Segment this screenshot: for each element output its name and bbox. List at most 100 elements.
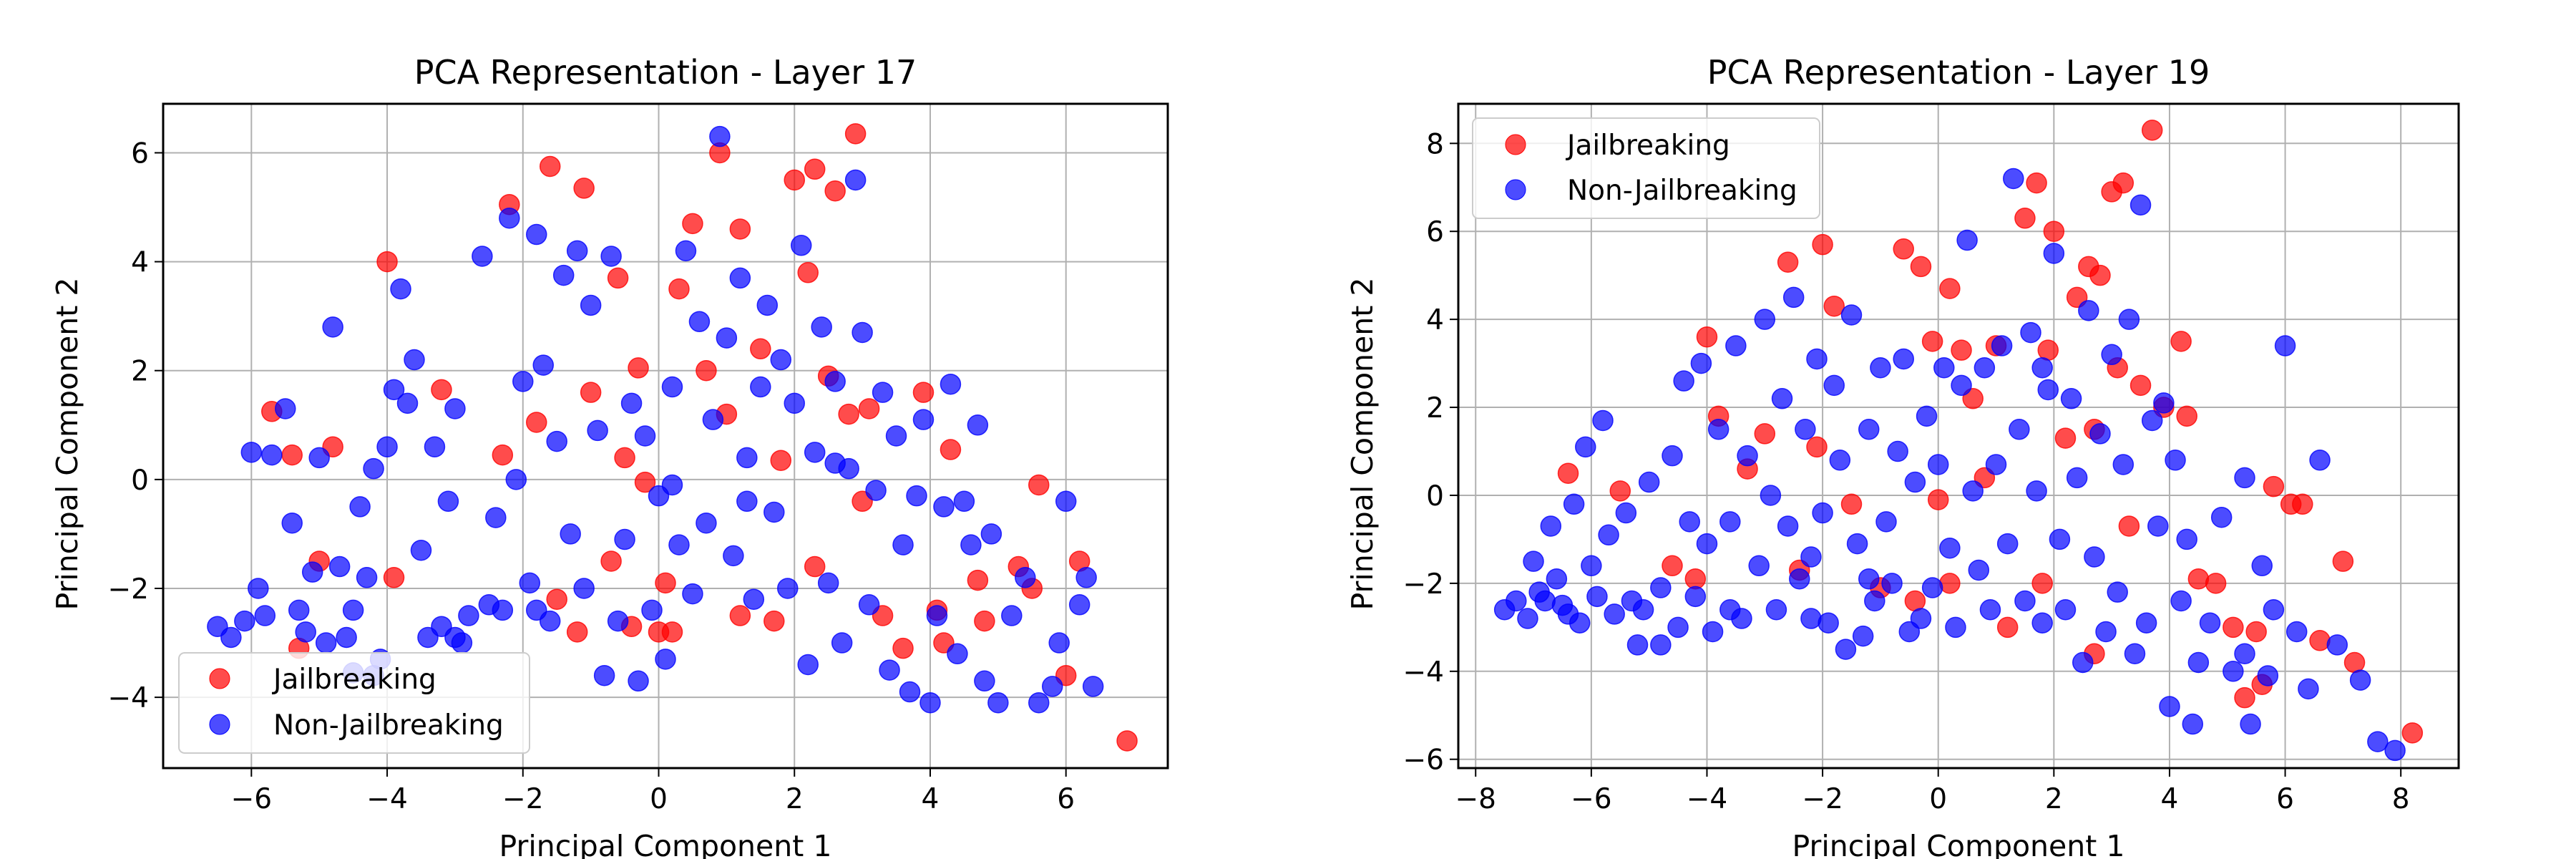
point-non-jailbreaking	[688, 311, 711, 333]
x-tick-label: −2	[502, 783, 544, 815]
point-non-jailbreaking	[912, 409, 935, 430]
point-non-jailbreaking	[492, 599, 514, 621]
point-non-jailbreaking	[1673, 370, 1694, 392]
point-non-jailbreaking	[716, 327, 738, 349]
point-non-jailbreaking	[560, 523, 581, 545]
point-non-jailbreaking	[817, 572, 839, 594]
point-non-jailbreaking	[1626, 634, 1649, 656]
point-non-jailbreaking	[1881, 573, 1903, 594]
point-non-jailbreaking	[1679, 511, 1700, 533]
point-non-jailbreaking	[322, 316, 343, 338]
chart-title: PCA Representation - Layer 19	[1707, 53, 2210, 92]
point-non-jailbreaking	[1818, 612, 1839, 634]
x-tick-label: −2	[1802, 783, 1843, 815]
point-jailbreaking	[2141, 120, 2163, 141]
point-jailbreaking	[974, 610, 995, 632]
point-non-jailbreaking	[261, 444, 283, 466]
point-non-jailbreaking	[2251, 555, 2273, 577]
point-non-jailbreaking	[2223, 661, 2244, 682]
point-non-jailbreaking	[1870, 356, 1891, 379]
point-non-jailbreaking	[824, 452, 846, 474]
y-axis-label: Principal Component 2	[50, 278, 84, 611]
point-non-jailbreaking	[526, 223, 547, 246]
legend-box	[1472, 117, 1820, 219]
x-axis-ticks: −8 −6 −4 −2 0 2 4 6 8	[1455, 768, 2410, 815]
x-tick-label: −4	[1687, 783, 1728, 815]
point-non-jailbreaking	[376, 436, 398, 457]
point-non-jailbreaking	[2072, 651, 2094, 674]
point-jailbreaking	[281, 444, 303, 466]
point-jailbreaking	[2234, 686, 2255, 709]
point-non-jailbreaking	[933, 496, 955, 518]
point-non-jailbreaking	[614, 528, 635, 550]
chart-title: PCA Representation - Layer 17	[414, 53, 917, 92]
point-non-jailbreaking	[2026, 480, 2047, 502]
point-non-jailbreaking	[980, 523, 1002, 545]
point-jailbreaking	[696, 359, 717, 382]
x-tick-label: 2	[786, 783, 804, 815]
point-non-jailbreaking	[1893, 348, 1914, 370]
point-non-jailbreaking	[2153, 392, 2175, 414]
point-jailbreaking	[1927, 489, 1949, 510]
point-jailbreaking	[2263, 475, 2285, 498]
y-tick-label: 4	[1426, 304, 1444, 336]
point-non-jailbreaking	[729, 267, 751, 289]
point-jailbreaking	[2205, 573, 2227, 594]
point-non-jailbreaking	[1956, 229, 1978, 251]
point-non-jailbreaking	[1921, 577, 1943, 598]
point-jailbreaking	[1840, 493, 1863, 515]
point-jailbreaking	[1777, 251, 1799, 273]
point-non-jailbreaking	[342, 599, 364, 621]
point-non-jailbreaking	[2060, 388, 2082, 409]
point-non-jailbreaking	[940, 373, 962, 395]
point-non-jailbreaking	[967, 414, 989, 436]
point-non-jailbreaking	[437, 490, 459, 513]
point-non-jailbreaking	[2037, 379, 2059, 401]
point-non-jailbreaking	[2141, 409, 2163, 432]
point-non-jailbreaking	[336, 626, 357, 649]
point-non-jailbreaking	[1719, 599, 1741, 621]
point-non-jailbreaking	[1760, 485, 1782, 506]
point-non-jailbreaking	[1650, 577, 1672, 598]
point-non-jailbreaking	[1696, 533, 1718, 555]
point-non-jailbreaking	[1771, 388, 1793, 409]
point-non-jailbreaking	[634, 425, 656, 447]
point-non-jailbreaking	[784, 392, 805, 414]
point-non-jailbreaking	[2176, 528, 2197, 550]
point-non-jailbreaking	[824, 371, 846, 392]
point-jailbreaking	[824, 180, 846, 202]
point-non-jailbreaking	[641, 599, 663, 621]
point-non-jailbreaking	[661, 376, 683, 398]
point-non-jailbreaking	[410, 539, 432, 561]
point-non-jailbreaking	[1702, 621, 1724, 643]
point-non-jailbreaking	[879, 659, 900, 681]
x-tick-label: −8	[1455, 783, 1496, 815]
point-non-jailbreaking	[532, 354, 554, 376]
point-non-jailbreaking	[709, 125, 731, 147]
point-non-jailbreaking	[1563, 493, 1585, 515]
point-non-jailbreaking	[1604, 603, 1625, 625]
point-non-jailbreaking	[301, 561, 323, 583]
point-jailbreaking	[967, 569, 989, 591]
point-jailbreaking	[2014, 208, 2036, 229]
x-axis-ticks: −6 −4 −2 0 2 4 6	[231, 768, 1075, 815]
point-jailbreaking	[1823, 295, 1845, 317]
point-jailbreaking	[1939, 278, 1961, 299]
point-non-jailbreaking	[1001, 605, 1023, 626]
point-non-jailbreaking	[2326, 634, 2348, 656]
point-jailbreaking	[376, 251, 398, 273]
point-non-jailbreaking	[1875, 511, 1897, 533]
point-jailbreaking	[797, 262, 819, 283]
point-jailbreaking	[2043, 220, 2065, 242]
point-non-jailbreaking	[1506, 590, 1527, 612]
point-jailbreaking	[858, 398, 880, 419]
point-non-jailbreaking	[804, 442, 826, 463]
point-non-jailbreaking	[1864, 590, 1885, 612]
point-non-jailbreaking	[485, 507, 507, 528]
point-non-jailbreaking	[2210, 506, 2233, 528]
x-tick-label: −6	[231, 783, 273, 815]
y-tick-label: 6	[1426, 216, 1444, 248]
point-non-jailbreaking	[1725, 335, 1747, 356]
point-non-jailbreaking	[2182, 713, 2204, 735]
point-non-jailbreaking	[1598, 524, 1619, 546]
